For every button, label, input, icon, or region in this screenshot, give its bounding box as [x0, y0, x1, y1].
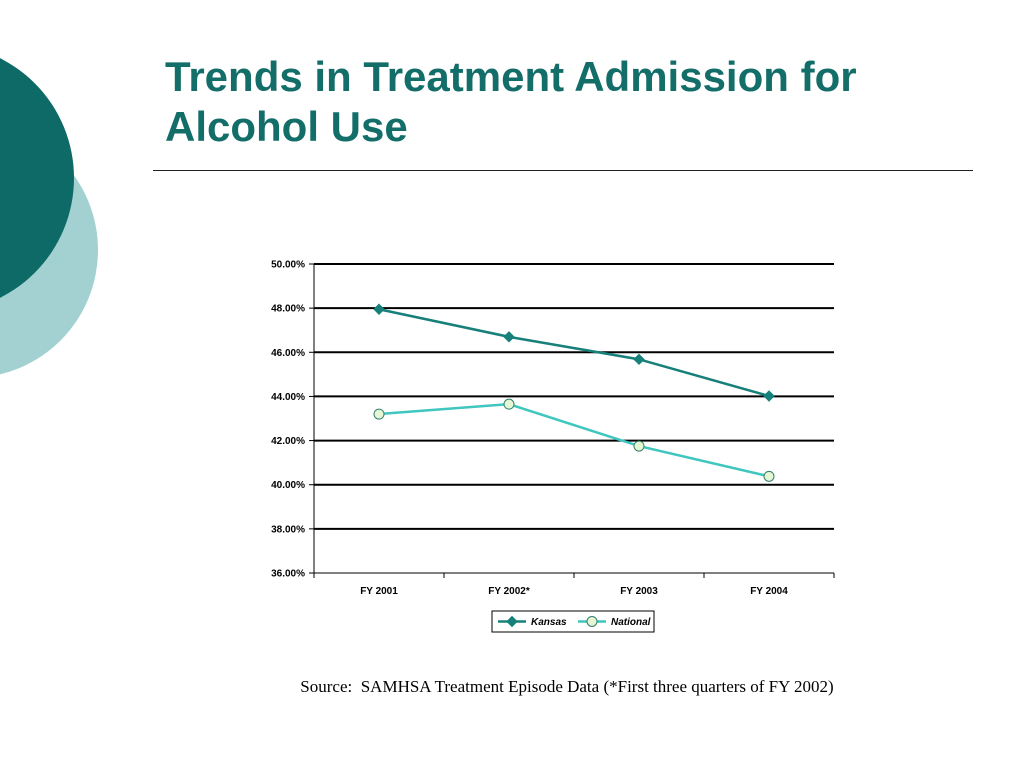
- data-point-national: [503, 398, 515, 410]
- legend-box: [491, 610, 655, 633]
- y-tick-label: 50.00%: [271, 260, 305, 271]
- series-line-kansas: [378, 308, 770, 398]
- data-point-kansas: [633, 353, 645, 366]
- dark-teal-circle: [0, 58, 74, 298]
- gridlines: [314, 263, 834, 530]
- y-tick-label: 46.00%: [271, 348, 305, 359]
- series: [373, 303, 775, 482]
- slide-title: Trends in Treatment Admission for Alcoho…: [165, 53, 857, 150]
- x-tick-label: FY 2003: [620, 586, 658, 597]
- y-tick-label: 38.00%: [271, 524, 305, 535]
- legend-label-kansas: Kansas: [531, 617, 567, 628]
- legend-marker-national: [586, 616, 598, 627]
- x-tick-label: FY 2002*: [488, 586, 530, 597]
- line-chart: 36.00% 38.00% 40.00% 42.00% 44.00% 46.00% 48.0…: [271, 260, 835, 633]
- data-point-national: [373, 408, 385, 420]
- legend-label-national: National: [611, 617, 651, 628]
- source-text: Source: SAMHSA Treatment Episode Data (*…: [300, 677, 834, 696]
- axes: 36.00% 38.00% 40.00% 42.00% 44.00% 46.00% 48.0…: [271, 260, 835, 597]
- title-divider: [153, 170, 973, 171]
- data-point-kansas: [373, 303, 385, 315]
- data-point-kansas: [503, 331, 515, 343]
- data-point-national: [633, 440, 645, 452]
- x-tick-label: FY 2004: [750, 586, 788, 597]
- x-tick-label: FY 2001: [360, 586, 398, 597]
- legend-marker-kansas: [506, 615, 518, 628]
- data-point-kansas: [763, 390, 775, 402]
- series-line-national: [378, 402, 770, 478]
- source-note: Source: SAMHSA Treatment Episode Data (*…: [0, 677, 1024, 697]
- y-tick-label: 40.00%: [271, 480, 305, 491]
- y-tick-label: 44.00%: [271, 392, 305, 403]
- y-tick-label: 42.00%: [271, 436, 305, 447]
- legend: Kansas National: [491, 610, 655, 633]
- y-tick-label: 48.00%: [271, 304, 305, 315]
- data-point-national: [763, 470, 775, 482]
- y-tick-label: 36.00%: [271, 569, 305, 580]
- decorative-circles: [0, 58, 98, 375]
